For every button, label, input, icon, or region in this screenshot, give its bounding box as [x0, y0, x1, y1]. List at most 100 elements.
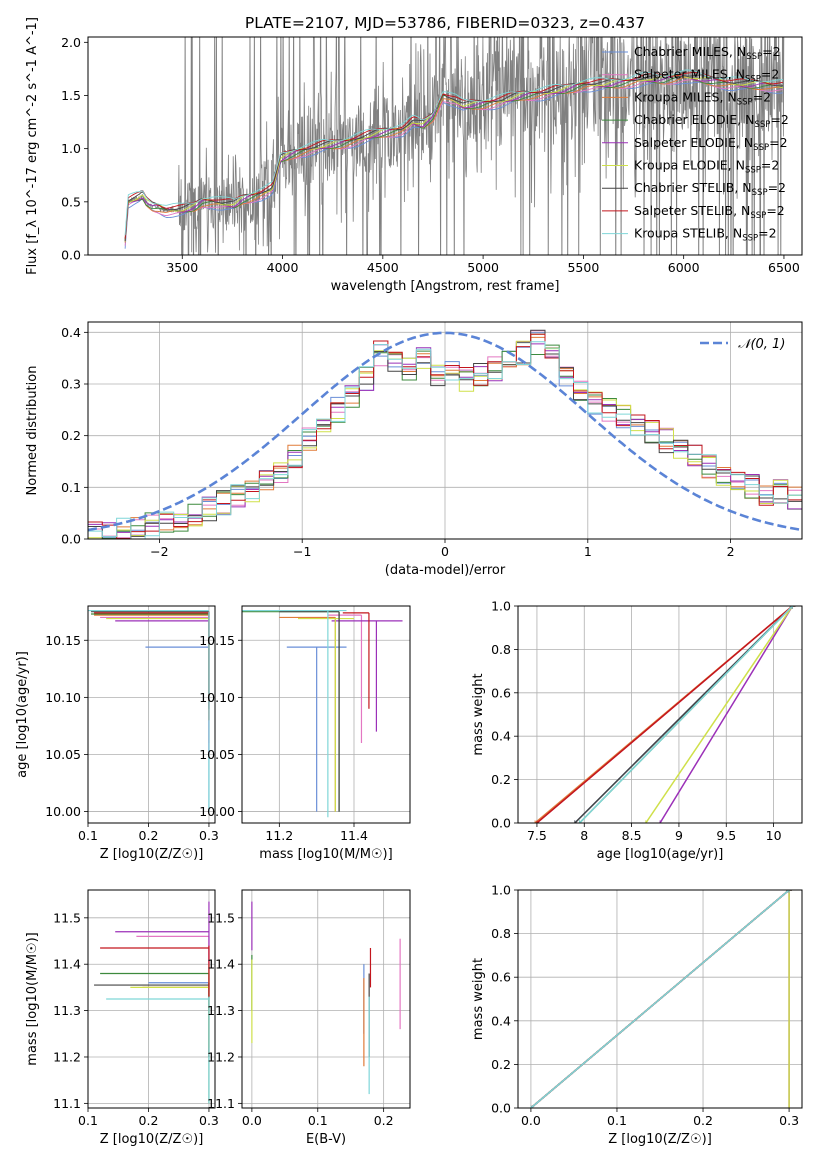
legend-label: Salpeter STELIB, NSSP=2 [634, 203, 785, 221]
plot-area: ++++++++++++++++++ [518, 890, 802, 1114]
x-tick-label: 11.2 [265, 828, 293, 843]
axes-frame [87, 605, 216, 824]
y-tick-label: 0.2 [61, 428, 81, 443]
y-tick-label: 0.8 [491, 926, 511, 941]
x-tick-label: 0.0 [521, 1113, 541, 1128]
x-tick-label: 8 [580, 828, 588, 843]
axes-frame [87, 36, 803, 256]
y-tick-label: 11.3 [53, 1003, 81, 1018]
x-tick-label: 0.2 [693, 1113, 713, 1128]
plot-area [242, 606, 410, 823]
data-point-marker: + [527, 1104, 535, 1114]
x-axis-label: Z [log10(Z/Z☉)] [100, 847, 204, 862]
x-tick-label: 11.4 [340, 828, 368, 843]
data-point-marker: + [789, 602, 797, 612]
legend-label: Kroupa STELIB, NSSP=2 [634, 226, 777, 244]
data-point-marker: + [789, 602, 797, 612]
y-axis-label: mass weight [471, 673, 486, 755]
legend-label: Kroupa MILES, NSSP=2 [634, 89, 771, 107]
y-tick-label: 0.6 [491, 685, 511, 700]
mass-weight-line [530, 890, 790, 1108]
y-tick-label: 11.1 [53, 1096, 81, 1111]
data-point-marker: + [789, 602, 797, 612]
y-tick-label: 10.15 [199, 633, 235, 648]
x-axis-label: mass [log10(M/M☉)] [259, 847, 392, 862]
y-tick-label: 11.2 [53, 1049, 81, 1064]
x-tick-label: 0.3 [199, 828, 219, 843]
y-tick-label: 10.10 [199, 690, 235, 705]
legend-label: Chabrier STELIB, NSSP=2 [634, 180, 786, 198]
data-point-marker: + [789, 602, 797, 612]
y-tick-label: 11.2 [207, 1049, 235, 1064]
histogram-step-line [88, 341, 802, 539]
y-tick-label: 0.4 [491, 729, 511, 744]
data-point-marker: + [789, 602, 797, 612]
y-tick-label: 1.5 [61, 88, 81, 103]
plot-area [88, 606, 215, 823]
y-tick-label: 1.0 [491, 599, 511, 614]
mass-weight-line [659, 606, 794, 823]
data-point-marker: + [789, 602, 797, 612]
x-tick-label: 8.5 [622, 828, 642, 843]
y-tick-label: 10.10 [45, 690, 81, 705]
axes-frame [517, 889, 803, 1109]
data-point-marker: + [576, 819, 584, 829]
x-axis-label: Z [log10(Z/Z☉)] [608, 1132, 712, 1147]
axes-frame [241, 889, 411, 1109]
x-tick-label: 0.1 [78, 1113, 98, 1128]
y-tick-label: 0.2 [491, 772, 511, 787]
chart-mass-vs-Z: 0.1 0.2 0.3 11.1 11.2 11.3 11.4 11.5 Z [log10(Z/… [25, 889, 219, 1147]
data-point-marker: + [531, 819, 539, 829]
x-tick-label: 3500 [166, 260, 198, 275]
data-point-marker: + [789, 602, 797, 612]
x-tick-label: 9.5 [716, 828, 736, 843]
x-tick-label: −1 [293, 544, 311, 559]
chart-mass-weight-vs-age: ++++++++++++++++++7.5 8 8.5 9 9.5 10 0.0 0.2 0.4… [471, 599, 803, 862]
x-tick-label: 7.5 [527, 828, 547, 843]
y-tick-label: 10.15 [45, 633, 81, 648]
y-axis-label: Normed distribution [25, 366, 40, 496]
axes-frame [241, 605, 411, 824]
data-point-marker: + [571, 819, 579, 829]
y-tick-label: 0.8 [491, 642, 511, 657]
x-tick-label: 4500 [367, 260, 399, 275]
x-tick-label: 0.0 [242, 1113, 262, 1128]
y-tick-label: 11.5 [207, 910, 235, 925]
legend-label: Chabrier ELODIE, NSSP=2 [634, 112, 789, 130]
x-tick-label: 0.2 [374, 1113, 394, 1128]
x-tick-label: 2 [727, 544, 735, 559]
x-tick-label: 0.1 [78, 828, 98, 843]
legend-label: Kroupa ELODIE, NSSP=2 [634, 158, 779, 176]
x-axis-label: Z [log10(Z/Z☉)] [100, 1132, 204, 1147]
x-axis-label: age [log10(age/yr)] [597, 847, 724, 862]
y-tick-label: 0.0 [61, 532, 81, 547]
plot-area [88, 890, 215, 1108]
x-tick-label: 0 [441, 544, 449, 559]
legend-label: Salpeter MILES, NSSP=2 [634, 67, 779, 85]
plot-area [124, 37, 785, 255]
chart-age-vs-mass: 11.2 11.4 10.00 10.05 10.10 10.15 mass [log10(… [199, 605, 411, 862]
x-axis-label: (data-model)/error [385, 563, 506, 578]
x-tick-label: 0.1 [308, 1113, 328, 1128]
x-tick-label: 0.3 [199, 1113, 219, 1128]
x-tick-label: 6500 [768, 260, 800, 275]
y-tick-label: 1.0 [61, 141, 81, 156]
y-tick-label: 0.0 [491, 1101, 511, 1116]
data-point-marker: + [527, 1104, 535, 1114]
y-tick-label: 0.4 [491, 1013, 511, 1028]
legend-label: 𝒩(0, 1) [738, 337, 785, 352]
data-point-marker: + [527, 1104, 535, 1114]
chart-spectrum: 3500 4000 4500 5000 5500 6000 6500 0.0 0.5 1.0 1.5… [25, 17, 803, 294]
data-point-marker: + [656, 819, 664, 829]
y-axis-label: Flux [f_λ 10^-17 erg cm^-2 s^-1 A^-1] [25, 17, 40, 275]
x-tick-label: 0.2 [139, 1113, 159, 1128]
y-tick-label: 0.0 [491, 816, 511, 831]
y-tick-label: 10.05 [199, 747, 235, 762]
y-tick-label: 0.5 [61, 194, 81, 209]
legend-label: Chabrier MILES, NSSP=2 [634, 44, 781, 62]
y-axis-label: mass [log10(M/M☉)] [25, 932, 40, 1065]
data-point-marker: + [571, 819, 579, 829]
plot-area [88, 322, 802, 539]
y-tick-label: 11.3 [207, 1003, 235, 1018]
data-point-marker: + [527, 1104, 535, 1114]
